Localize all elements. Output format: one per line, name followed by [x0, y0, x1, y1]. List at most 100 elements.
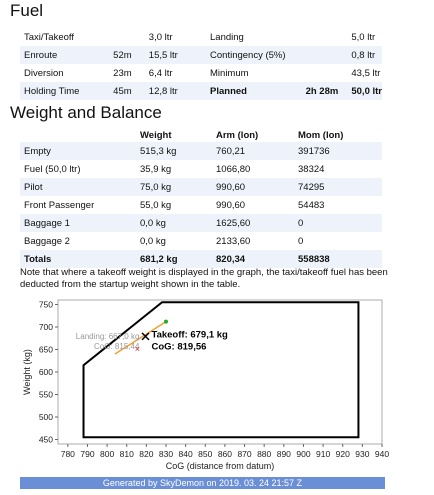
wb-mom: 558838 [294, 250, 382, 268]
wb-item: Empty [20, 142, 136, 160]
fuel-time: 52m [109, 46, 145, 64]
x-axis-label: CoG (distance from datum) [166, 461, 275, 471]
x-tick-label: 830 [159, 449, 173, 459]
weight-balance-table: Weight Arm (lon) Mom (lon) Empty 515,3 kg… [20, 128, 382, 268]
fuel-value-2: 5,0 ltr [351, 31, 376, 43]
fuel-label-2: Contingency (5%) [206, 46, 302, 64]
wb-weight: 55,0 kg [140, 199, 172, 211]
wb-row: Pilot 75,0 kg 990,60 74295 [20, 178, 382, 196]
y-tick-label: 650 [39, 345, 53, 355]
y-tick-label: 700 [39, 322, 53, 332]
header-mom: Mom (lon) [298, 129, 344, 141]
wb-weight: 75,0 kg [136, 178, 212, 196]
fuel-time: 45m [109, 82, 145, 100]
landing-weight-label: Landing: 667,0 kg [76, 332, 140, 341]
wb-mom: 391736 [294, 142, 382, 160]
wb-item: Front Passenger [24, 199, 95, 211]
fuel-time-2 [302, 28, 348, 46]
x-tick-label: 890 [277, 449, 291, 459]
wb-title: Weight and Balance [10, 103, 162, 122]
plot-area [57, 299, 383, 445]
takeoff-cog-label: CoG: 819,56 [151, 341, 206, 352]
fuel-row: Enroute 52m 15,5 ltr Contingency (5%) 0,8 lt… [20, 46, 382, 64]
x-tick-label: 780 [61, 449, 75, 459]
fuel-table: Taxi/Takeoff 3,0 ltr Landing 5,0 ltr Enroute… [20, 28, 382, 100]
cg-envelope [82, 301, 360, 439]
y-tick-label: 750 [39, 300, 53, 310]
wb-row: Fuel (50,0 ltr) 35,9 kg 1066,80 38324 [20, 160, 382, 178]
weight-balance-chart: 450 500 550 600 650 700 750 780 790 800 810 820 830 8… [0, 293, 434, 477]
x-tick-label: 900 [296, 449, 310, 459]
y-tick-label: 450 [39, 435, 53, 445]
fuel-burn-line [114, 320, 167, 355]
wb-arm: 1066,80 [216, 163, 251, 175]
wb-arm: 820,34 [212, 250, 294, 268]
fuel-label: Taxi/Takeoff [24, 31, 74, 43]
x-tick-label: 790 [80, 449, 94, 459]
landing-cog-label: CoG: 815,44 [94, 342, 140, 351]
x-tick-label: 930 [355, 449, 369, 459]
fuel-label: Holding Time [20, 82, 110, 100]
fuel-label-2: Minimum [210, 67, 249, 79]
fuel-value: 3,0 ltr [148, 31, 173, 43]
wb-mom: 0 [298, 235, 304, 247]
y-tick-label: 600 [39, 367, 53, 377]
wb-row: Baggage 1 0,0 kg 1625,60 0 [20, 214, 382, 232]
fuel-time-2: 2h 28m [301, 82, 348, 100]
chart-svg: 450 500 550 600 650 700 750 780 790 800 810 820 830 8… [22, 299, 389, 472]
x-tick-label: 910 [316, 449, 330, 459]
wb-item: Baggage 2 [24, 235, 70, 247]
wb-arm: 990,60 [212, 178, 294, 196]
fuel-title: Fuel [10, 1, 44, 20]
fuel-value: 15,5 ltr [144, 46, 207, 64]
wb-mom: 74295 [294, 178, 382, 196]
wb-row: Empty 515,3 kg 760,21 391736 [20, 142, 382, 160]
fuel-value-2: 50,0 ltr [347, 82, 382, 100]
fuel-row: Diversion 23m 6,4 ltr Minimum 43,5 ltr [20, 64, 382, 82]
fuel-value: 12,8 ltr [144, 82, 207, 100]
wb-row: Front Passenger 55,0 kg 990,60 54483 [20, 196, 382, 214]
fuel-value-2: 43,5 ltr [351, 67, 381, 79]
fuel-label: Enroute [20, 46, 110, 64]
wb-mom: 38324 [298, 163, 325, 175]
wb-weight: 0,0 kg [136, 214, 212, 232]
wb-weight: 35,9 kg [140, 163, 172, 175]
fuel-label-2: Landing [210, 31, 244, 43]
fuel-label: Diversion [24, 67, 64, 79]
takeoff-note: Note that where a takeoff weight is disp… [20, 267, 388, 290]
header-arm: Arm (lon) [216, 129, 259, 141]
fuel-value-2: 0,8 ltr [347, 46, 382, 64]
takeoff-weight-label: Takeoff: 679,1 kg [151, 329, 228, 340]
fuel-row: Taxi/Takeoff 3,0 ltr Landing 5,0 ltr [20, 28, 382, 46]
wb-item: Totals [20, 250, 136, 268]
wb-weight: 681,2 kg [136, 250, 212, 268]
wb-arm: 1625,60 [212, 214, 294, 232]
fuel-label-2: Planned [206, 82, 302, 100]
header-weight: Weight [140, 129, 172, 141]
x-tick-label: 820 [139, 449, 153, 459]
x-tick-label: 870 [237, 449, 251, 459]
fuel-time-2 [301, 46, 348, 64]
x-tick-label: 800 [100, 449, 114, 459]
wb-row: Totals 681,2 kg 820,34 558838 [20, 250, 382, 268]
x-tick-label: 810 [120, 449, 134, 459]
wb-item: Pilot [20, 178, 136, 196]
x-tick-label: 920 [336, 449, 350, 459]
wb-row: Baggage 2 0,0 kg 2133,60 0 [20, 232, 382, 250]
fuel-end-marker [164, 319, 168, 324]
wb-mom: 54483 [298, 199, 325, 211]
x-tick-label: 880 [257, 449, 271, 459]
wb-weight: 515,3 kg [136, 142, 212, 160]
wb-item: Fuel (50,0 ltr) [24, 163, 81, 175]
wb-arm: 990,60 [216, 199, 246, 211]
fuel-row: Holding Time 45m 12,8 ltr Planned 2h 28m 50,0… [20, 82, 382, 100]
fuel-time [109, 28, 145, 46]
fuel-time: 23m [113, 67, 132, 79]
x-tick-label: 840 [179, 449, 193, 459]
y-tick-label: 500 [39, 412, 53, 422]
x-tick-label: 850 [198, 449, 212, 459]
wb-arm: 760,21 [212, 142, 294, 160]
landing-marker: × [135, 344, 140, 354]
fuel-value: 6,4 ltr [148, 67, 173, 79]
generated-footer: Generated by SkyDemon on 2019. 03. 24 21… [20, 477, 385, 489]
